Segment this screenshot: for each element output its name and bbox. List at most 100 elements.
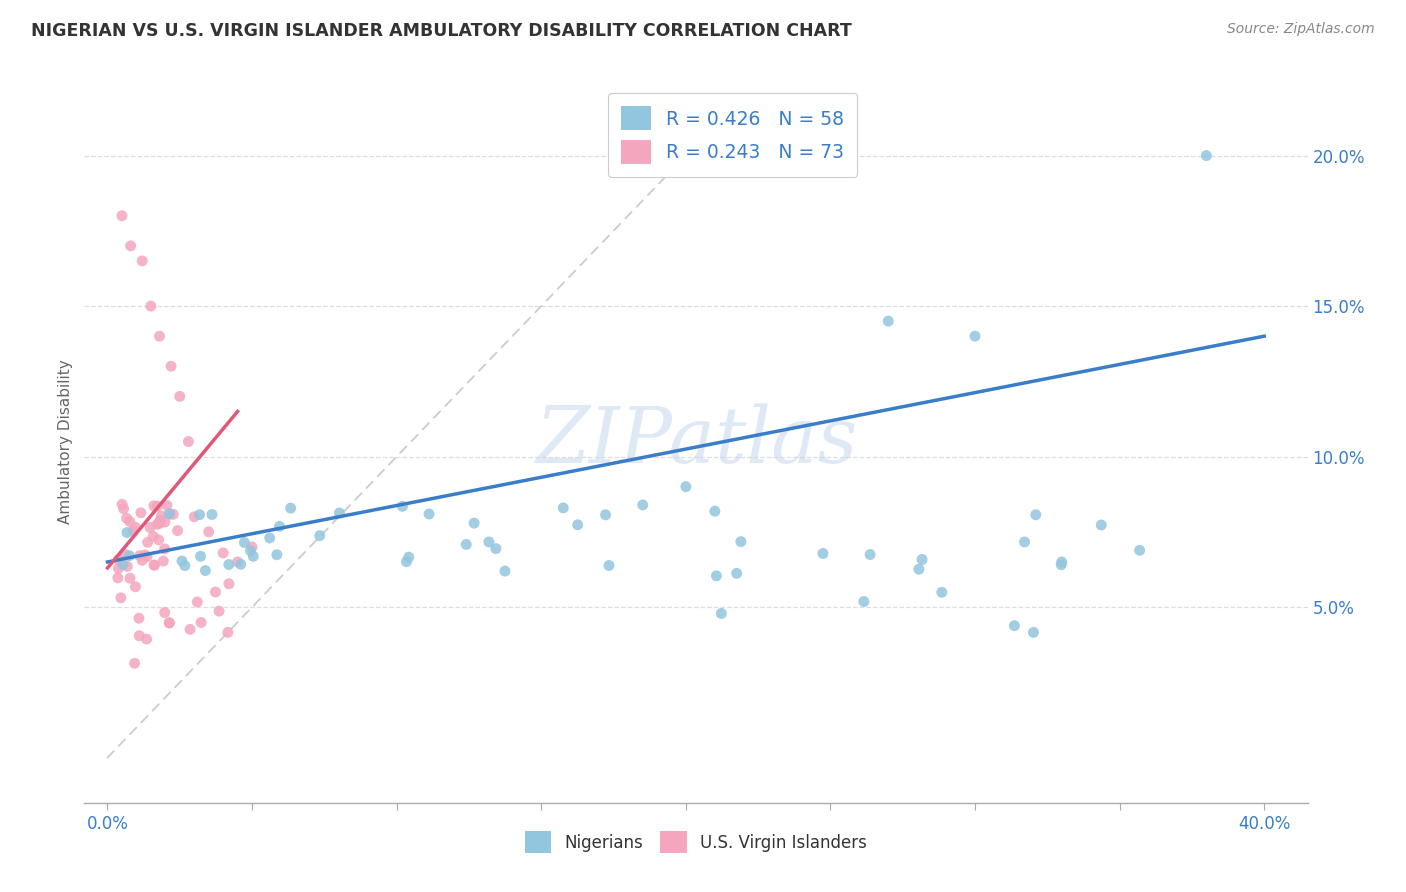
Point bbox=[567, 517, 589, 532]
Point bbox=[1025, 508, 1047, 522]
Point bbox=[131, 553, 153, 567]
Point bbox=[186, 595, 208, 609]
Point bbox=[117, 559, 139, 574]
Point bbox=[308, 529, 330, 543]
Point bbox=[703, 504, 725, 518]
Point bbox=[212, 546, 235, 560]
Point bbox=[120, 239, 142, 253]
Point bbox=[162, 508, 184, 522]
Point bbox=[114, 547, 136, 561]
Point bbox=[418, 507, 440, 521]
Point bbox=[859, 548, 882, 562]
Point bbox=[217, 625, 239, 640]
Point bbox=[1022, 625, 1045, 640]
Point bbox=[908, 562, 931, 576]
Point bbox=[118, 515, 141, 529]
Text: NIGERIAN VS U.S. VIRGIN ISLANDER AMBULATORY DISABILITY CORRELATION CHART: NIGERIAN VS U.S. VIRGIN ISLANDER AMBULAT… bbox=[31, 22, 852, 40]
Point bbox=[134, 548, 156, 562]
Point bbox=[152, 554, 174, 568]
Point bbox=[128, 629, 150, 643]
Point bbox=[595, 508, 617, 522]
Point bbox=[170, 554, 193, 568]
Point bbox=[107, 561, 129, 575]
Point bbox=[229, 558, 252, 572]
Point bbox=[124, 580, 146, 594]
Y-axis label: Ambulatory Disability: Ambulatory Disability bbox=[58, 359, 73, 524]
Point bbox=[194, 564, 217, 578]
Point bbox=[136, 549, 159, 564]
Point bbox=[128, 611, 150, 625]
Legend: Nigerians, U.S. Virgin Islanders: Nigerians, U.S. Virgin Islanders bbox=[519, 825, 873, 860]
Point bbox=[218, 576, 240, 591]
Point bbox=[153, 541, 176, 556]
Point bbox=[142, 529, 165, 543]
Point bbox=[148, 533, 170, 547]
Point bbox=[494, 564, 516, 578]
Point bbox=[395, 555, 418, 569]
Point bbox=[190, 549, 212, 564]
Point bbox=[129, 506, 152, 520]
Point bbox=[877, 314, 900, 328]
Point bbox=[107, 571, 129, 585]
Point bbox=[128, 549, 150, 563]
Text: Source: ZipAtlas.com: Source: ZipAtlas.com bbox=[1227, 22, 1375, 37]
Point bbox=[110, 591, 132, 605]
Point bbox=[204, 585, 226, 599]
Text: ZIPatlas: ZIPatlas bbox=[534, 403, 858, 480]
Point bbox=[153, 515, 176, 529]
Point bbox=[157, 507, 180, 521]
Point bbox=[118, 549, 141, 563]
Point bbox=[149, 513, 172, 527]
Point bbox=[149, 515, 172, 529]
Point bbox=[1090, 518, 1112, 533]
Point bbox=[456, 537, 478, 551]
Point bbox=[931, 585, 953, 599]
Point bbox=[197, 524, 219, 539]
Point bbox=[153, 606, 176, 620]
Point bbox=[710, 607, 733, 621]
Point bbox=[169, 389, 191, 403]
Point bbox=[173, 558, 195, 573]
Point bbox=[269, 519, 291, 533]
Point bbox=[911, 552, 934, 566]
Point bbox=[150, 508, 173, 523]
Point bbox=[485, 541, 508, 556]
Point bbox=[136, 535, 159, 549]
Point bbox=[124, 520, 146, 534]
Point bbox=[143, 558, 166, 572]
Point bbox=[852, 594, 875, 608]
Point bbox=[183, 509, 205, 524]
Point bbox=[112, 501, 135, 516]
Point bbox=[391, 500, 413, 514]
Point bbox=[226, 555, 249, 569]
Point bbox=[146, 499, 169, 513]
Point bbox=[1129, 543, 1152, 558]
Point bbox=[166, 524, 188, 538]
Point bbox=[148, 516, 170, 531]
Point bbox=[598, 558, 620, 573]
Point bbox=[478, 535, 501, 549]
Point bbox=[239, 543, 262, 558]
Point bbox=[280, 501, 302, 516]
Point bbox=[139, 299, 162, 313]
Point bbox=[111, 209, 134, 223]
Point bbox=[124, 657, 146, 671]
Point bbox=[160, 359, 183, 374]
Point bbox=[148, 329, 170, 343]
Point bbox=[553, 500, 575, 515]
Point bbox=[463, 516, 485, 530]
Point bbox=[1050, 555, 1073, 569]
Point bbox=[135, 632, 157, 646]
Point bbox=[159, 615, 181, 630]
Point bbox=[1014, 535, 1036, 549]
Point bbox=[675, 480, 697, 494]
Point bbox=[143, 558, 166, 573]
Point bbox=[142, 499, 165, 513]
Point bbox=[139, 520, 162, 534]
Point bbox=[177, 434, 200, 449]
Point bbox=[122, 524, 145, 538]
Point bbox=[259, 531, 281, 545]
Point bbox=[398, 550, 420, 565]
Point bbox=[1195, 148, 1218, 162]
Point bbox=[157, 615, 180, 630]
